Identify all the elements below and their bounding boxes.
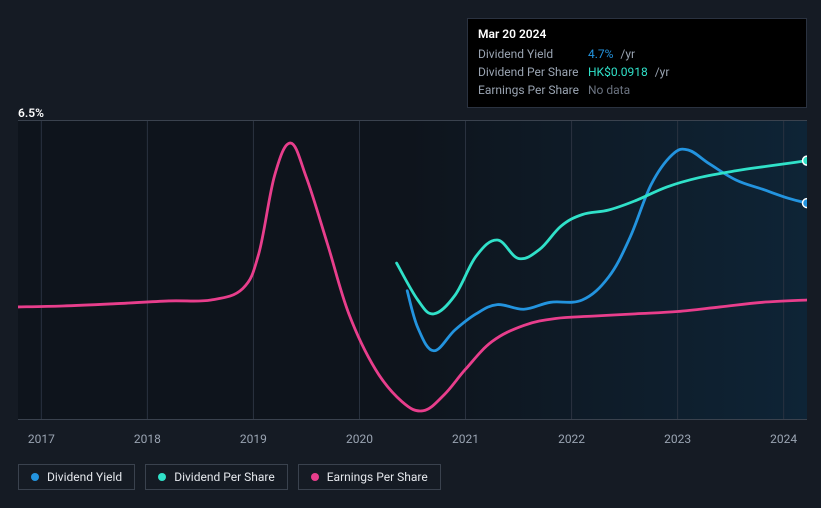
tooltip-row: Earnings Per ShareNo data (478, 81, 796, 99)
tooltip-row: Dividend Per ShareHK$0.0918 /yr (478, 63, 796, 81)
x-tick-label: 2020 (346, 432, 373, 446)
legend-dot (158, 473, 166, 481)
tooltip-row-value: 4.7% /yr (588, 45, 635, 63)
line-chart[interactable] (18, 120, 807, 420)
tooltip-row-value: HK$0.0918 /yr (588, 63, 669, 81)
tooltip-row: Dividend Yield4.7% /yr (478, 45, 796, 63)
tooltip-date: Mar 20 2024 (478, 27, 796, 41)
x-tick-label: 2017 (28, 432, 55, 446)
chart-area: 6.5% 0% Past (18, 108, 807, 428)
x-axis: 2017 2018 2019 2020 2021 2022 2023 2024 (18, 432, 807, 448)
legend-dot (311, 473, 319, 481)
x-tick-label: 2019 (240, 432, 267, 446)
legend-dot (31, 473, 39, 481)
tooltip-row-label: Dividend Per Share (478, 63, 588, 81)
legend-item-dividend-yield[interactable]: Dividend Yield (18, 464, 135, 490)
x-tick-label: 2022 (558, 432, 585, 446)
legend-label: Dividend Per Share (174, 470, 275, 484)
legend-item-dividend-per-share[interactable]: Dividend Per Share (145, 464, 288, 490)
legend-label: Earnings Per Share (327, 470, 428, 484)
tooltip-row-label: Dividend Yield (478, 45, 588, 63)
tooltip-row-value: No data (588, 81, 630, 99)
x-tick-label: 2023 (664, 432, 691, 446)
x-tick-label: 2018 (134, 432, 161, 446)
y-axis-max-label: 6.5% (18, 106, 44, 120)
x-tick-label: 2021 (452, 432, 479, 446)
x-tick-label: 2024 (770, 432, 797, 446)
legend: Dividend Yield Dividend Per Share Earnings… (18, 464, 441, 490)
legend-label: Dividend Yield (47, 470, 122, 484)
chart-tooltip: Mar 20 2024 Dividend Yield4.7% /yrDivide… (467, 18, 807, 108)
legend-item-earnings-per-share[interactable]: Earnings Per Share (298, 464, 441, 490)
tooltip-row-label: Earnings Per Share (478, 81, 588, 99)
